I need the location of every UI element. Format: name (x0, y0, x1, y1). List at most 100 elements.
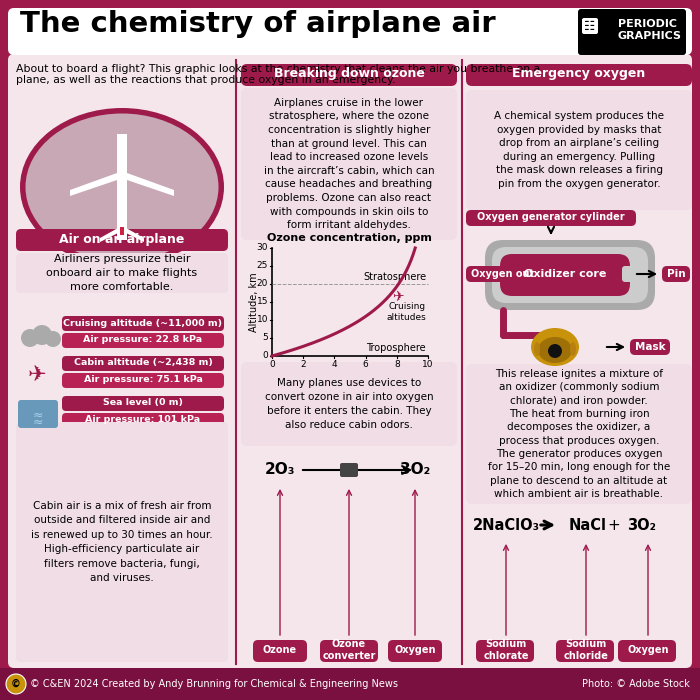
Text: Oxygen out: Oxygen out (471, 269, 535, 279)
Text: 0: 0 (269, 360, 275, 369)
FancyBboxPatch shape (62, 396, 224, 411)
Bar (120, 227, 124, 235)
Circle shape (548, 344, 562, 358)
Text: 10: 10 (256, 316, 268, 325)
Text: ☷: ☷ (584, 20, 596, 32)
Ellipse shape (570, 342, 576, 356)
Text: 10: 10 (422, 360, 434, 369)
Text: Cruising
altitudes: Cruising altitudes (386, 302, 426, 322)
Text: Breaking down ozone: Breaking down ozone (274, 67, 424, 80)
Text: 5: 5 (262, 333, 268, 342)
FancyBboxPatch shape (18, 400, 58, 428)
Text: 2: 2 (300, 360, 306, 369)
Text: 3O₂: 3O₂ (400, 463, 430, 477)
Text: 2O₃: 2O₃ (265, 463, 295, 477)
FancyBboxPatch shape (62, 356, 224, 371)
Ellipse shape (534, 342, 540, 356)
Text: 3O₂: 3O₂ (627, 517, 657, 533)
Circle shape (45, 331, 61, 347)
FancyBboxPatch shape (241, 64, 457, 86)
Bar (0, 668, 700, 700)
Text: Altitude, km: Altitude, km (249, 272, 259, 332)
Text: Pin: Pin (666, 269, 685, 279)
FancyBboxPatch shape (578, 9, 686, 55)
Text: 2NaClO₃: 2NaClO₃ (473, 517, 540, 533)
Text: 30: 30 (256, 244, 268, 253)
Text: +: + (608, 517, 620, 533)
Text: Air pressure: 22.8 kPa: Air pressure: 22.8 kPa (83, 335, 202, 344)
Text: 6: 6 (363, 360, 368, 369)
Ellipse shape (25, 113, 218, 260)
Text: 20: 20 (257, 279, 268, 288)
Ellipse shape (538, 337, 572, 363)
FancyBboxPatch shape (241, 362, 457, 446)
Text: The chemistry of airplane air: The chemistry of airplane air (20, 10, 496, 38)
Text: 25: 25 (257, 262, 268, 270)
FancyBboxPatch shape (618, 640, 676, 662)
FancyBboxPatch shape (662, 266, 690, 282)
FancyBboxPatch shape (556, 640, 614, 662)
FancyBboxPatch shape (500, 254, 630, 296)
Text: Cabin air is a mix of fresh air from
outside and filtered inside air and
is rene: Cabin air is a mix of fresh air from out… (32, 501, 213, 583)
FancyBboxPatch shape (485, 240, 655, 310)
Circle shape (21, 329, 39, 347)
FancyBboxPatch shape (62, 413, 224, 428)
Text: Stratosphere: Stratosphere (363, 272, 426, 282)
Text: ≈: ≈ (33, 416, 43, 428)
FancyBboxPatch shape (16, 229, 228, 251)
Text: Cruising altitude (~11,000 m): Cruising altitude (~11,000 m) (64, 318, 223, 328)
FancyBboxPatch shape (320, 640, 378, 662)
Text: Troposphere: Troposphere (366, 343, 426, 353)
Text: Ozone
converter: Ozone converter (322, 639, 376, 661)
FancyBboxPatch shape (466, 64, 692, 86)
Text: Airliners pressurize their
onboard air to make flights
more comfortable.: Airliners pressurize their onboard air t… (46, 254, 197, 292)
FancyBboxPatch shape (476, 640, 534, 662)
Text: PERIODIC: PERIODIC (618, 19, 677, 29)
Text: Airplanes cruise in the lower
stratosphere, where the ozone
concentration is sli: Airplanes cruise in the lower stratosphe… (264, 98, 434, 230)
FancyBboxPatch shape (492, 247, 648, 303)
Text: Oxygen generator cylinder: Oxygen generator cylinder (477, 212, 625, 222)
Text: ≈: ≈ (33, 409, 43, 421)
Ellipse shape (20, 108, 224, 266)
Text: Air pressure: 101 kPa: Air pressure: 101 kPa (85, 416, 201, 424)
Polygon shape (117, 165, 174, 196)
Text: ©: © (11, 679, 21, 689)
FancyBboxPatch shape (630, 339, 670, 355)
Text: ✈: ✈ (28, 365, 46, 385)
Text: Photo: © Adobe Stock: Photo: © Adobe Stock (582, 679, 690, 689)
FancyBboxPatch shape (340, 463, 358, 477)
FancyBboxPatch shape (466, 90, 692, 210)
Ellipse shape (531, 328, 579, 366)
FancyBboxPatch shape (241, 88, 457, 240)
FancyBboxPatch shape (16, 253, 228, 293)
Text: Many planes use devices to
convert ozone in air into oxygen
before it enters the: Many planes use devices to convert ozone… (265, 378, 433, 430)
Text: Air pressure: 75.1 kPa: Air pressure: 75.1 kPa (83, 375, 202, 384)
FancyBboxPatch shape (8, 54, 692, 668)
Text: plane, as well as the reactions that produce oxygen in an emergency.: plane, as well as the reactions that pro… (16, 75, 395, 85)
Text: Cabin altitude (~2,438 m): Cabin altitude (~2,438 m) (74, 358, 212, 368)
FancyBboxPatch shape (8, 8, 692, 55)
Text: 8: 8 (394, 360, 400, 369)
FancyBboxPatch shape (388, 640, 442, 662)
Text: 15: 15 (256, 298, 268, 307)
FancyBboxPatch shape (582, 18, 598, 34)
Text: Ozone: Ozone (263, 645, 297, 655)
Text: ✈: ✈ (392, 289, 404, 303)
Circle shape (32, 325, 52, 345)
FancyBboxPatch shape (62, 316, 224, 331)
Text: A chemical system produces the
oxygen provided by masks that
drop from an airpla: A chemical system produces the oxygen pr… (494, 111, 664, 189)
Text: Sodium
chloride: Sodium chloride (564, 639, 608, 661)
Text: Emergency oxygen: Emergency oxygen (512, 67, 645, 80)
FancyBboxPatch shape (16, 422, 228, 662)
FancyBboxPatch shape (62, 333, 224, 348)
Text: This release ignites a mixture of
an oxidizer (commonly sodium
chlorate) and iro: This release ignites a mixture of an oxi… (488, 369, 670, 499)
Text: Oxygen: Oxygen (627, 645, 668, 655)
Text: NaCl: NaCl (569, 517, 607, 533)
FancyBboxPatch shape (466, 210, 636, 226)
FancyBboxPatch shape (466, 266, 540, 282)
Text: 4: 4 (332, 360, 337, 369)
Text: Oxygen: Oxygen (394, 645, 435, 655)
Text: About to board a flight? This graphic looks at the chemistry that cleans the air: About to board a flight? This graphic lo… (16, 64, 540, 74)
Polygon shape (100, 224, 126, 242)
Text: © C&EN 2024 Created by Andy Brunning for Chemical & Engineering News: © C&EN 2024 Created by Andy Brunning for… (30, 679, 398, 689)
